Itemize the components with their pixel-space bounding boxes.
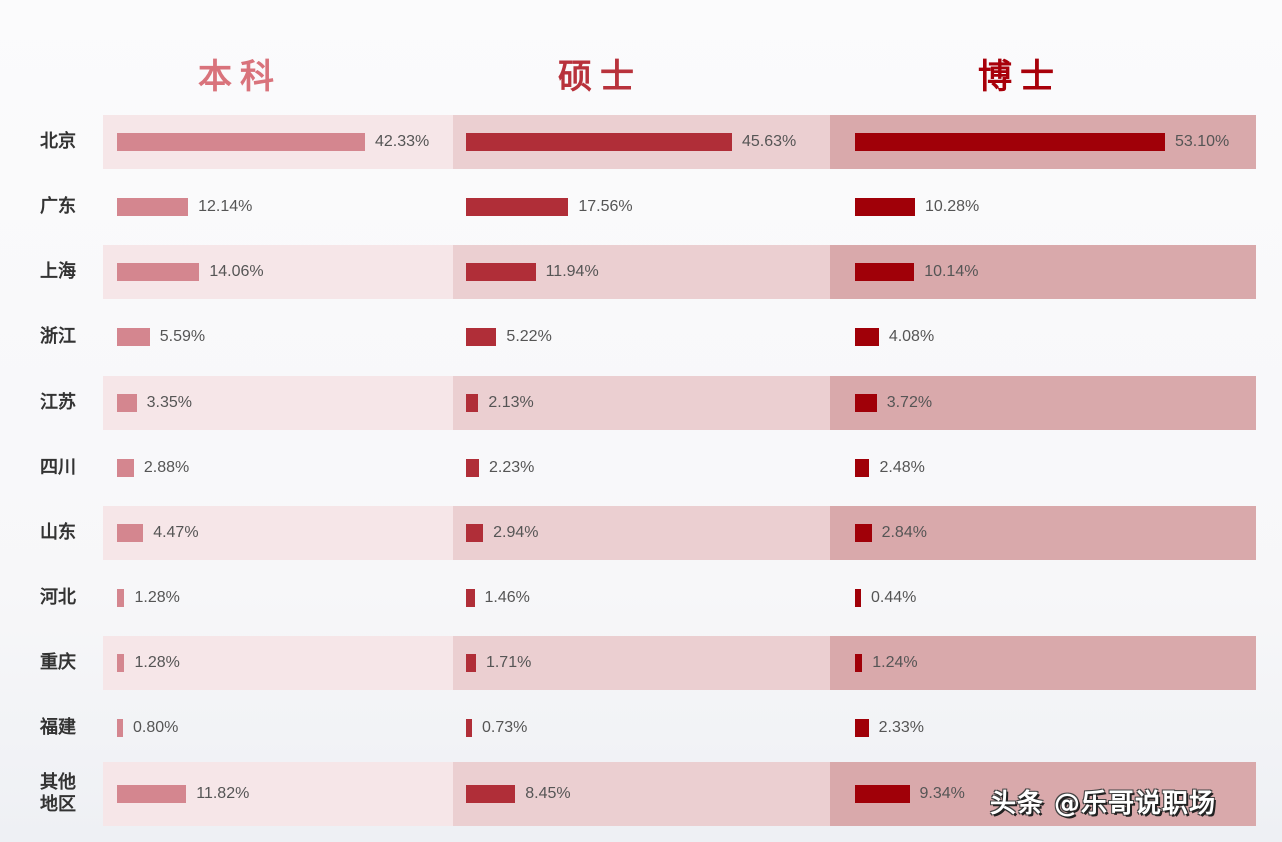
bar-master <box>466 133 732 151</box>
row-label: 北京 <box>40 131 76 152</box>
value-label-phd: 0.44% <box>871 589 917 606</box>
bar-undergrad <box>117 198 189 216</box>
value-label-undergrad: 4.47% <box>153 524 199 541</box>
bar-undergrad <box>117 785 187 803</box>
value-label-phd: 2.48% <box>879 459 925 476</box>
bar-phd <box>855 459 870 477</box>
bar-undergrad <box>117 263 200 281</box>
row-label: 广东 <box>40 196 76 217</box>
value-label-undergrad: 12.14% <box>198 198 253 215</box>
row-band-master <box>453 506 830 560</box>
bar-master <box>466 785 516 803</box>
bar-undergrad <box>117 589 125 607</box>
value-label-master: 2.13% <box>488 394 534 411</box>
bar-phd <box>855 328 879 346</box>
row-label: 山东 <box>40 522 76 543</box>
row-label: 上海 <box>40 261 76 282</box>
bar-master <box>466 589 475 607</box>
bar-undergrad <box>117 394 137 412</box>
bar-phd <box>855 198 915 216</box>
row-band-master <box>453 762 830 826</box>
row-label: 四川 <box>40 457 76 478</box>
row-band-undergrad <box>103 636 453 690</box>
bar-phd <box>855 785 910 803</box>
value-label-master: 0.73% <box>482 719 528 736</box>
row-band-phd <box>830 506 1256 560</box>
row-band-master <box>453 376 830 430</box>
value-label-undergrad: 5.59% <box>159 328 206 345</box>
value-label-undergrad: 14.06% <box>209 263 264 280</box>
value-label-phd: 3.72% <box>886 394 933 411</box>
bar-phd <box>855 719 869 737</box>
value-label-phd: 10.28% <box>925 198 980 215</box>
header-master: 硕士 <box>558 57 642 97</box>
value-label-undergrad: 2.88% <box>143 459 190 476</box>
row-band-phd <box>830 376 1256 430</box>
bar-undergrad <box>117 719 123 737</box>
value-label-master: 8.45% <box>525 785 571 802</box>
row-label: 重庆 <box>40 652 76 673</box>
value-label-master: 45.63% <box>742 133 797 150</box>
bar-undergrad <box>117 654 125 672</box>
bar-phd <box>855 654 863 672</box>
header-phd: 博士 <box>978 57 1062 97</box>
row-label: 河北 <box>40 587 76 608</box>
bar-master <box>466 459 479 477</box>
value-label-master: 17.56% <box>578 198 633 215</box>
bar-master <box>466 719 472 737</box>
bar-phd <box>855 263 915 281</box>
value-label-undergrad: 1.28% <box>134 589 180 606</box>
value-label-master: 2.94% <box>493 524 539 541</box>
bar-phd <box>855 394 877 412</box>
value-label-undergrad: 1.28% <box>134 654 180 671</box>
bar-phd <box>855 524 872 542</box>
value-label-phd: 2.84% <box>881 524 927 541</box>
value-label-phd: 53.10% <box>1175 133 1230 150</box>
bar-master <box>466 654 476 672</box>
row-band-undergrad <box>103 376 453 430</box>
bar-master <box>466 263 536 281</box>
bar-undergrad <box>117 459 134 477</box>
value-label-phd: 9.34% <box>919 785 965 802</box>
bar-master <box>466 328 497 346</box>
value-label-master: 2.23% <box>488 459 535 476</box>
bar-undergrad <box>117 133 365 151</box>
value-label-master: 5.22% <box>506 328 552 345</box>
bar-undergrad <box>117 524 144 542</box>
row-band-phd <box>830 636 1256 690</box>
watermark: 头条 @乐哥说职场 <box>990 789 1217 819</box>
value-label-undergrad: 3.35% <box>146 394 192 411</box>
bar-phd <box>855 589 861 607</box>
bar-phd <box>855 133 1165 151</box>
value-label-master: 11.94% <box>545 263 599 280</box>
bar-master <box>466 198 569 216</box>
value-label-master: 1.46% <box>484 589 530 606</box>
bar-master <box>466 524 484 542</box>
row-band-master <box>453 636 830 690</box>
row-label: 其他 地区 <box>40 772 76 815</box>
value-label-phd: 2.33% <box>878 719 924 736</box>
row-label: 浙江 <box>40 326 76 347</box>
value-label-undergrad: 11.82% <box>196 785 250 802</box>
row-band-undergrad <box>103 506 453 560</box>
header-undergrad: 本科 <box>198 57 282 97</box>
row-label: 福建 <box>40 717 76 738</box>
value-label-undergrad: 0.80% <box>133 719 179 736</box>
value-label-phd: 1.24% <box>872 654 918 671</box>
value-label-phd: 4.08% <box>888 328 935 345</box>
bar-master <box>466 394 479 412</box>
bar-undergrad <box>117 328 150 346</box>
row-label: 江苏 <box>40 392 76 413</box>
value-label-master: 1.71% <box>485 654 532 671</box>
value-label-undergrad: 42.33% <box>375 133 430 150</box>
value-label-phd: 10.14% <box>924 263 979 280</box>
